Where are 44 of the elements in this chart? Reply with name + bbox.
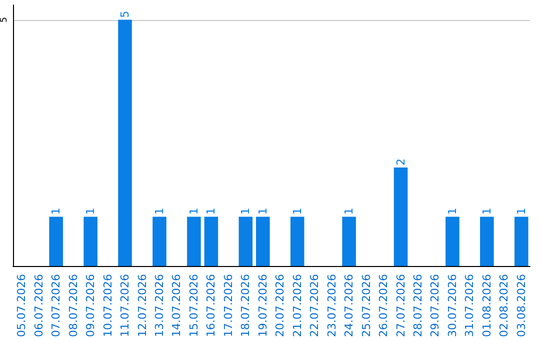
x-tick-label: 24.07.2026 xyxy=(342,274,356,338)
x-tick-label: 27.07.2026 xyxy=(394,274,408,338)
x-tick-label: 28.07.2026 xyxy=(411,274,424,338)
x-tick-label: 21.07.2026 xyxy=(290,274,304,338)
data-label: 1 xyxy=(50,208,63,215)
x-tick-label: 02.08.2026 xyxy=(498,274,511,338)
x-tick-label: 20.07.2026 xyxy=(274,274,287,338)
x-tick-label: 03.08.2026 xyxy=(514,274,528,338)
x-tick-label: 10.07.2026 xyxy=(101,274,114,338)
data-label: 1 xyxy=(256,208,270,215)
data-label: 1 xyxy=(514,208,528,215)
x-tick-label: 09.07.2026 xyxy=(84,274,98,338)
data-label: 1 xyxy=(204,208,218,215)
data-label: 5 xyxy=(118,10,132,18)
data-label: 1 xyxy=(290,208,304,215)
x-tick-label: 05.07.2026 xyxy=(15,274,28,338)
x-tick-label: 30.07.2026 xyxy=(446,274,459,338)
data-label: 1 xyxy=(342,208,356,215)
data-label: 2 xyxy=(394,158,408,166)
data-label: 1 xyxy=(446,208,459,215)
x-tick-label: 06.07.2026 xyxy=(32,274,46,338)
x-tick-label: 29.07.2026 xyxy=(428,274,442,338)
x-tick-label: 18.07.2026 xyxy=(239,274,252,338)
x-tick-label: 19.07.2026 xyxy=(256,274,270,338)
x-tick-label: 16.07.2026 xyxy=(204,274,218,338)
data-label: 1 xyxy=(239,208,252,215)
x-tick-label: 31.07.2026 xyxy=(463,274,476,338)
x-tick-label: 01.08.2026 xyxy=(480,274,494,338)
x-tick-label: 07.07.2026 xyxy=(50,274,63,338)
x-tick-label: 13.07.2026 xyxy=(152,274,166,338)
data-label: 1 xyxy=(187,208,200,215)
x-tick-label: 25.07.2026 xyxy=(360,274,373,338)
x-tick-label: 14.07.2026 xyxy=(170,274,184,338)
x-tick-label: 22.07.2026 xyxy=(308,274,322,338)
x-tick-label: 15.07.2026 xyxy=(187,274,200,338)
x-tick-label: 11.07.2026 xyxy=(118,274,132,338)
x-tick-label: 17.07.2026 xyxy=(222,274,235,338)
x-tick-label: 26.07.2026 xyxy=(377,274,390,338)
data-label: 1 xyxy=(152,208,166,215)
x-tick-label: 12.07.2026 xyxy=(136,274,149,338)
data-label: 1 xyxy=(480,208,494,215)
x-tick-label: 23.07.2026 xyxy=(325,274,338,338)
data-label: 1 xyxy=(84,208,98,215)
x-tick-label: 08.07.2026 xyxy=(66,274,80,338)
